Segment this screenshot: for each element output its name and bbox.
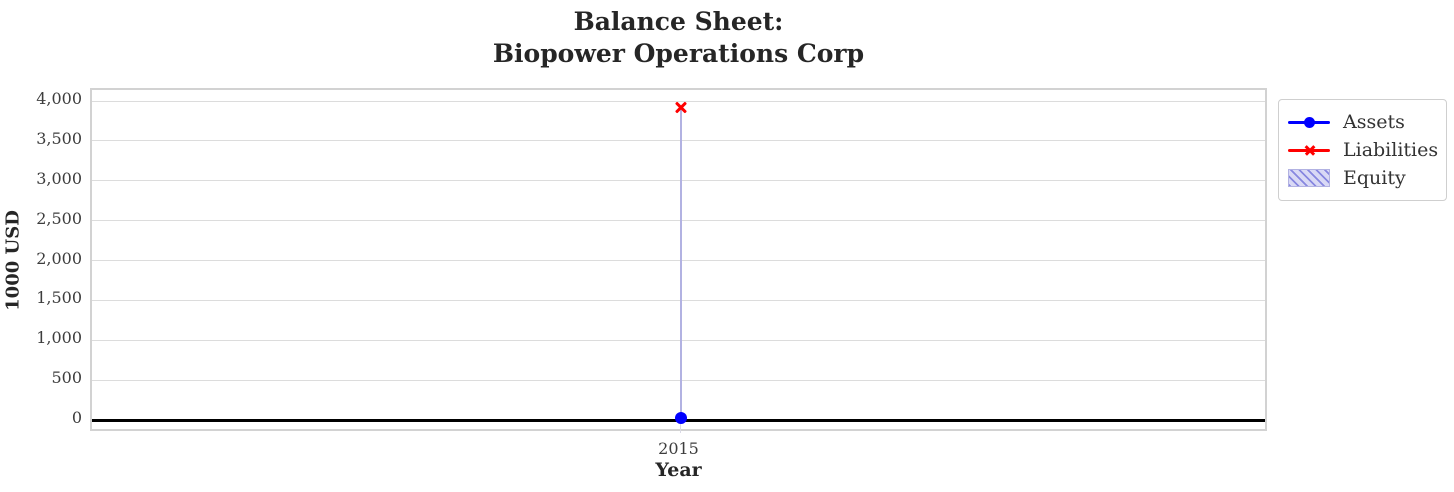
legend-row-equity: Equity xyxy=(1288,164,1436,192)
liabilities-line-icon xyxy=(1288,141,1330,159)
equity-hatch-icon xyxy=(1288,169,1330,187)
chart-title-line1: Balance Sheet: xyxy=(573,7,784,36)
gridline-y-500 xyxy=(92,379,1265,381)
assets-line-icon xyxy=(1288,113,1330,131)
x-axis-label: Year xyxy=(655,459,702,481)
plot-area xyxy=(90,88,1267,433)
chart-title-line2: Biopower Operations Corp xyxy=(492,39,865,68)
y-tick-label-2500: 2,500 xyxy=(36,208,82,228)
y-tick-label-1500: 1,500 xyxy=(36,288,82,308)
x-gridline-2015 xyxy=(680,420,681,433)
chart-title: Balance Sheet: Biopower Operations Corp xyxy=(90,6,1267,70)
legend: Assets Liabilities Equity xyxy=(1278,99,1447,201)
y-tick-label-500: 500 xyxy=(51,368,82,388)
y-tick-label-2000: 2,000 xyxy=(36,248,82,268)
x-tick-label-2015: 2015 xyxy=(658,439,699,458)
assets-marker-2015 xyxy=(674,412,687,424)
y-tick-label-1000: 1,000 xyxy=(36,328,82,348)
y-tick-label-3500: 3,500 xyxy=(36,128,82,148)
y-tick-label-3000: 3,000 xyxy=(36,168,82,188)
y-tick-label-0: 0 xyxy=(71,408,82,427)
gridline-y-2500 xyxy=(92,220,1265,222)
gridline-y-3000 xyxy=(92,180,1265,182)
gridline-y-2000 xyxy=(92,260,1265,261)
legend-label-equity: Equity xyxy=(1343,167,1406,189)
liabilities-marker-2015 xyxy=(674,100,688,114)
equity-band xyxy=(679,107,682,418)
legend-label-liabilities: Liabilities xyxy=(1343,139,1439,161)
y-tick-label-4000: 4,000 xyxy=(36,89,82,108)
gridline-y-1500 xyxy=(92,299,1265,301)
gridline-y-3500 xyxy=(92,140,1265,142)
gridline-y-1000 xyxy=(92,339,1265,341)
legend-row-assets: Assets xyxy=(1288,108,1436,136)
legend-row-liabilities: Liabilities xyxy=(1288,136,1439,164)
legend-label-assets: Assets xyxy=(1343,111,1405,133)
